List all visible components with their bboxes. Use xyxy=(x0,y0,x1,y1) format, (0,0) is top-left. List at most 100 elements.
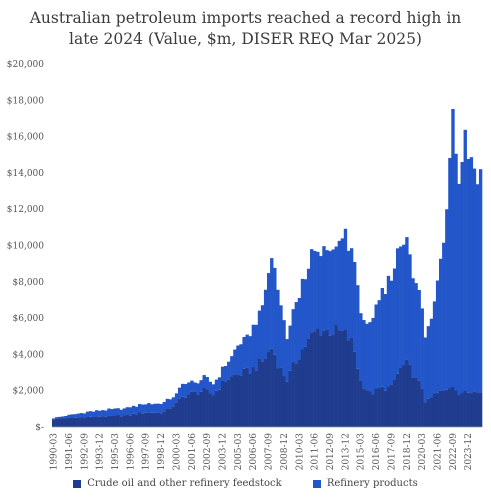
bar-refinery-products xyxy=(291,309,295,363)
bar-crude xyxy=(383,390,388,427)
bar-crude xyxy=(190,391,194,427)
bar-refinery-products xyxy=(236,345,240,375)
bar-crude xyxy=(101,416,105,427)
bar-crude xyxy=(368,391,372,427)
bar-refinery-products xyxy=(316,251,320,329)
y-tick-label: $8,000 xyxy=(13,278,45,288)
bar-crude xyxy=(254,370,259,427)
bar-crude xyxy=(128,415,133,427)
x-tick-label: 2011-06 xyxy=(311,433,321,470)
bar-refinery-products xyxy=(432,301,437,394)
x-tick-label: 2018-12 xyxy=(403,433,413,470)
bar-refinery-products xyxy=(414,283,418,378)
bar-refinery-products xyxy=(331,249,335,335)
bar-refinery-products xyxy=(435,280,440,393)
x-tick-label: 2021-06 xyxy=(433,433,443,470)
x-tick-label: 2016-06 xyxy=(372,433,382,470)
bar-crude xyxy=(233,374,237,427)
bar-crude xyxy=(319,335,323,427)
bar-crude xyxy=(134,414,139,427)
bar-refinery-products xyxy=(411,278,415,378)
bar-crude xyxy=(414,377,418,427)
bar-refinery-products xyxy=(156,403,160,413)
bar-refinery-products xyxy=(362,320,366,389)
bar-crude xyxy=(426,398,431,427)
bar-refinery-products xyxy=(248,336,252,374)
bar-crude xyxy=(171,406,176,427)
x-tick-label: 2022-09 xyxy=(449,433,459,470)
bar-crude xyxy=(55,418,59,427)
bar-crude xyxy=(340,330,345,427)
bar-crude xyxy=(417,380,421,427)
bar-crude xyxy=(463,390,467,427)
bar-refinery-products xyxy=(420,308,424,389)
bar-refinery-products xyxy=(61,416,65,419)
x-tick-label: 2000-03 xyxy=(172,433,182,470)
bar-refinery-products xyxy=(368,322,372,392)
bar-refinery-products xyxy=(417,289,421,381)
bar-crude xyxy=(432,393,437,427)
bar-crude xyxy=(448,388,452,427)
bar-crude xyxy=(193,391,197,427)
legend-swatch-refinery xyxy=(312,479,321,488)
y-tick-label: $12,000 xyxy=(7,205,44,215)
bar-crude xyxy=(454,390,458,427)
bar-crude xyxy=(211,395,216,427)
bar-refinery-products xyxy=(365,323,369,391)
bar-crude xyxy=(214,390,219,427)
bar-crude xyxy=(88,416,93,427)
y-tick-label: $18,000 xyxy=(7,96,44,106)
bar-refinery-products xyxy=(303,279,308,347)
bar-crude xyxy=(322,330,326,427)
bar-crude xyxy=(362,388,366,427)
bar-refinery-products xyxy=(104,410,108,417)
bar-crude xyxy=(98,416,102,427)
bar-refinery-products xyxy=(211,384,216,396)
x-tick-label: 1993-12 xyxy=(96,433,106,470)
bar-refinery-products xyxy=(144,404,148,413)
bar-refinery-products xyxy=(257,310,262,360)
bar-refinery-products xyxy=(408,254,412,365)
bar-refinery-products xyxy=(288,325,292,371)
bar-crude xyxy=(466,392,471,427)
bar-crude xyxy=(141,413,145,427)
bar-refinery-products xyxy=(150,404,154,413)
bar-crude xyxy=(95,416,99,427)
bar-refinery-products xyxy=(251,324,256,367)
bar-crude xyxy=(260,361,265,427)
bar-refinery-products xyxy=(270,258,274,349)
bar-crude xyxy=(220,380,225,427)
bar-crude xyxy=(144,412,148,427)
bar-refinery-products xyxy=(214,379,219,391)
bar-refinery-products xyxy=(451,108,455,387)
bar-refinery-products xyxy=(285,339,289,382)
bar-refinery-products xyxy=(399,246,403,368)
bar-crude xyxy=(402,365,406,427)
bar-refinery-products xyxy=(202,375,206,389)
bar-refinery-products xyxy=(171,397,176,407)
x-tick-label: 2020-03 xyxy=(418,433,428,470)
bar-refinery-products xyxy=(383,294,388,391)
bar-crude xyxy=(165,408,170,427)
bar-refinery-products xyxy=(426,326,431,399)
bar-crude xyxy=(389,384,394,427)
bar-refinery-products xyxy=(337,240,342,331)
bar-refinery-products xyxy=(297,297,302,360)
bar-refinery-products xyxy=(306,268,311,339)
bar-refinery-products xyxy=(107,408,111,416)
bar-crude xyxy=(107,415,111,427)
bar-refinery-products xyxy=(64,415,68,419)
x-tick-label: 2012-09 xyxy=(326,433,336,470)
bar-crude xyxy=(119,416,123,427)
bar-refinery-products xyxy=(162,401,166,412)
bar-refinery-products xyxy=(128,407,133,416)
bar-crude xyxy=(405,359,409,427)
bar-refinery-products xyxy=(263,289,268,359)
bar-refinery-products xyxy=(442,242,446,391)
bar-crude xyxy=(300,349,305,427)
bar-crude xyxy=(147,412,151,427)
bar-refinery-products xyxy=(396,248,400,374)
bar-refinery-products xyxy=(95,410,99,417)
bar-crude xyxy=(380,386,385,427)
bar-refinery-products xyxy=(177,387,182,399)
